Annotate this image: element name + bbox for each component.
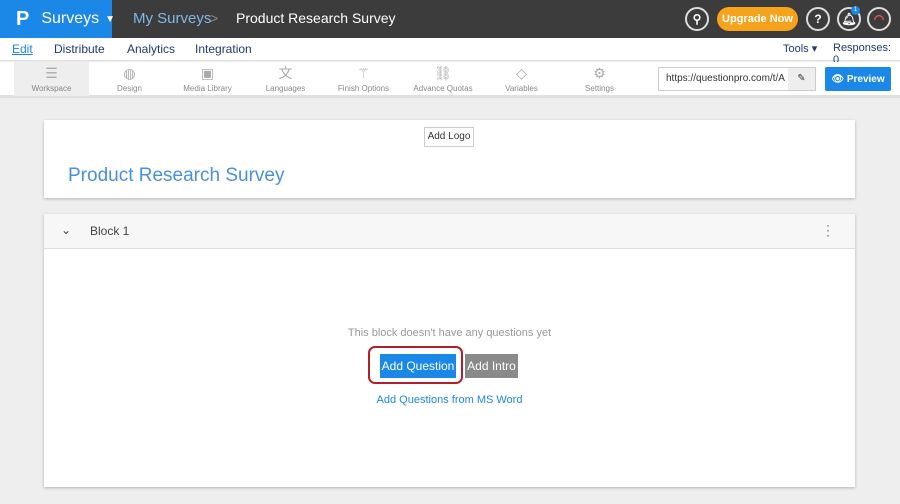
tab-integration[interactable]: Integration [195,42,252,56]
notification-badge: 1 [851,6,860,15]
translate-icon: 文 [278,65,293,81]
top-bar: P Surveys ▼ My Surveys > Product Researc… [0,0,900,38]
image-icon: ▣ [200,65,215,81]
tool-label: Finish Options [337,84,390,93]
tool-label: Settings [585,84,614,93]
tab-distribute[interactable]: Distribute [54,42,105,56]
pencil-icon[interactable]: ✎ [788,68,815,90]
toolbar-workspace[interactable]: ☰ Workspace [14,62,89,96]
toolbar-design[interactable]: ◍ Design [92,62,167,96]
tab-analytics[interactable]: Analytics [127,42,176,56]
tool-label: Variables [505,84,538,93]
collapse-icon[interactable]: ⌄ [61,223,72,237]
toolbar-variables[interactable]: ◇ Variables [484,62,559,96]
toolbar-languages[interactable]: 文 Languages [248,62,323,96]
survey-url: https://questionpro.com/t/A [666,73,785,84]
breadcrumb-separator: > [210,10,219,26]
ms-word-link[interactable]: Add Questions from MS Word [376,394,523,406]
palette-icon: ◍ [123,65,136,81]
help-icon[interactable]: ? [806,7,830,31]
toolbar: ☰ Workspace ◍ Design ▣ Media Library 文 Langu… [0,62,900,98]
toolbar-advance-quotas[interactable]: ⛓ Advance Quotas [404,62,482,96]
empty-block-message: This block doesn't have any questions ye… [347,327,552,339]
tool-label: Advance Quotas [413,84,473,93]
add-question-button[interactable]: Add Question [380,354,456,378]
tool-label: Languages [265,84,306,93]
product-label: Surveys [41,10,100,27]
tab-edit[interactable]: Edit [12,42,33,56]
breadcrumb-my-surveys[interactable]: My Surveys [133,10,212,27]
logo: P [16,7,30,30]
add-logo-button[interactable]: Add Logo [424,127,474,147]
tool-label: Workspace [31,84,72,93]
caret-down-icon: ▼ [105,13,116,25]
tools-menu[interactable]: Tools ▾ [783,43,818,55]
add-intro-button[interactable]: Add Intro [465,354,518,378]
tool-label: Design [117,84,142,93]
block-title[interactable]: Block 1 [90,224,130,238]
link-icon: ⛓ [434,65,452,81]
toolbar-media-library[interactable]: ▣ Media Library [170,62,245,96]
toolbar-finish-options[interactable]: ⚚ Finish Options [326,62,401,96]
upgrade-button[interactable]: Upgrade Now [717,7,798,31]
block-card: ⌄ Block 1 ⋮ This block doesn't have any … [44,214,855,487]
breadcrumb-current: Product Research Survey [236,10,396,26]
survey-header-card: Add Logo Product Research Survey [44,120,855,198]
nav-bar: Edit Distribute Analytics Integration To… [0,38,900,66]
search-icon[interactable]: ⚲ [685,7,709,31]
preview-button[interactable]: 👁︎ Preview [825,67,891,91]
list-icon: ☰ [45,65,58,81]
surveys-menu[interactable]: P Surveys ▼ [0,0,116,38]
wand-icon: ⚚ [357,65,370,81]
toolbar-settings[interactable]: ⚙ Settings [562,62,637,96]
gear-icon: ⚙ [593,65,606,81]
more-vertical-icon[interactable]: ⋮ [821,222,835,238]
add-from-ms-word-link: Add Questions from MS Word [44,394,855,406]
block-header: ⌄ Block 1 ⋮ [44,214,855,249]
highlight-outline [368,346,463,384]
tool-label: Media Library [183,84,232,93]
responses-count[interactable]: Responses: 0 [833,42,892,66]
eye-icon: 👁︎ [831,73,847,85]
preview-label: Preview [846,73,885,85]
avatar[interactable]: ◠ [867,7,891,31]
survey-url-field[interactable]: https://questionpro.com/t/A ✎ [658,67,816,91]
tag-icon: ◇ [516,65,527,81]
bell-icon[interactable]: 🔔︎ [837,7,861,31]
survey-title[interactable]: Product Research Survey [68,165,285,186]
